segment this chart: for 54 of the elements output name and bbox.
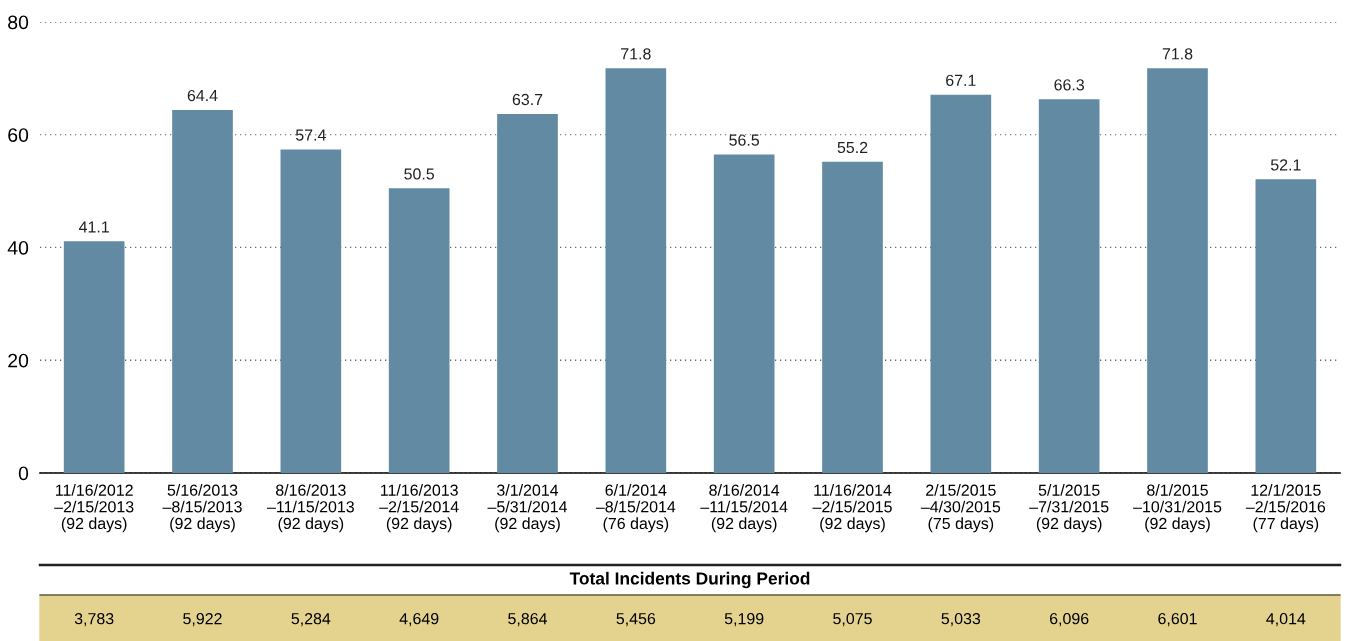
- text: Total Incidents During Period: [569, 571, 810, 589]
- y-tick-label: 80: [8, 15, 29, 30]
- bar: [713, 154, 775, 473]
- x-tick-label: 12/1/2015 –2/15/2016 (77 days): [1245, 484, 1326, 533]
- text: 5,284: [291, 612, 331, 627]
- y-tick-label: 20: [8, 353, 29, 368]
- x-tick-label: 5/1/2015 –7/31/2015 (92 days): [1029, 484, 1109, 533]
- x-tick-label: 8/16/2014 –11/15/2014 (92 days): [700, 484, 788, 533]
- x-tick-label: 2/15/2015 –4/30/2015 (75 days): [920, 484, 1001, 533]
- bar: [280, 149, 342, 473]
- data-label: 64.4: [187, 89, 218, 102]
- text: 5,075: [833, 612, 872, 627]
- x-tick-label: 11/16/2014 –2/15/2015 (92 days): [812, 484, 892, 533]
- data-label: 50.5: [404, 168, 435, 180]
- text: 5,864: [508, 612, 548, 627]
- text: 5,199: [724, 612, 764, 627]
- bar: [1255, 179, 1317, 473]
- data-label: 55.2: [837, 141, 868, 154]
- x-tick-label: 5/16/2013 –8/15/2013 (92 days): [162, 484, 242, 533]
- x-tick-label: 11/16/2013 –2/15/2014 (92 days): [379, 484, 459, 533]
- data-label: 71.8: [621, 48, 651, 60]
- bar: [930, 94, 992, 473]
- data-label: 41.1: [78, 221, 109, 233]
- bar: [172, 109, 233, 473]
- data-label: 67.1: [946, 74, 976, 87]
- y-tick-label: 0: [18, 466, 29, 481]
- bar: [388, 188, 450, 473]
- text: 5,033: [941, 612, 981, 627]
- bar: [63, 241, 125, 473]
- data-label: 63.7: [512, 93, 543, 106]
- text: 6,601: [1158, 612, 1197, 627]
- y-tick-label: 40: [7, 240, 29, 255]
- text: 5,922: [183, 612, 222, 627]
- data-label: 71.8: [1162, 48, 1193, 60]
- x-tick-label: 8/1/2015 –10/31/2015 (92 days): [1133, 484, 1222, 533]
- bar: [605, 68, 667, 473]
- text: 5,456: [616, 612, 656, 627]
- y-tick-label: 60: [8, 128, 29, 142]
- data-label: 52.1: [1270, 159, 1301, 171]
- text: 6,096: [1049, 612, 1089, 627]
- bar: [1147, 68, 1208, 473]
- data-label: 66.3: [1054, 79, 1085, 91]
- text: 4,014: [1266, 612, 1306, 627]
- x-tick-label: 6/1/2014 –8/15/2014 (76 days): [595, 484, 676, 533]
- x-tick-label: 11/16/2012 –2/15/2013 (92 days): [54, 484, 134, 533]
- data-label: 56.5: [729, 134, 760, 146]
- data-label: 57.4: [295, 129, 326, 141]
- x-tick-label: 3/1/2014 –5/31/2014 (92 days): [487, 484, 568, 533]
- x-tick-label: 8/16/2013 –11/15/2013 (92 days): [267, 484, 354, 533]
- bar: [822, 161, 883, 473]
- text: 3,783: [74, 612, 114, 627]
- bar: [497, 113, 558, 473]
- text: 4,649: [399, 612, 439, 627]
- bar: [1038, 99, 1100, 473]
